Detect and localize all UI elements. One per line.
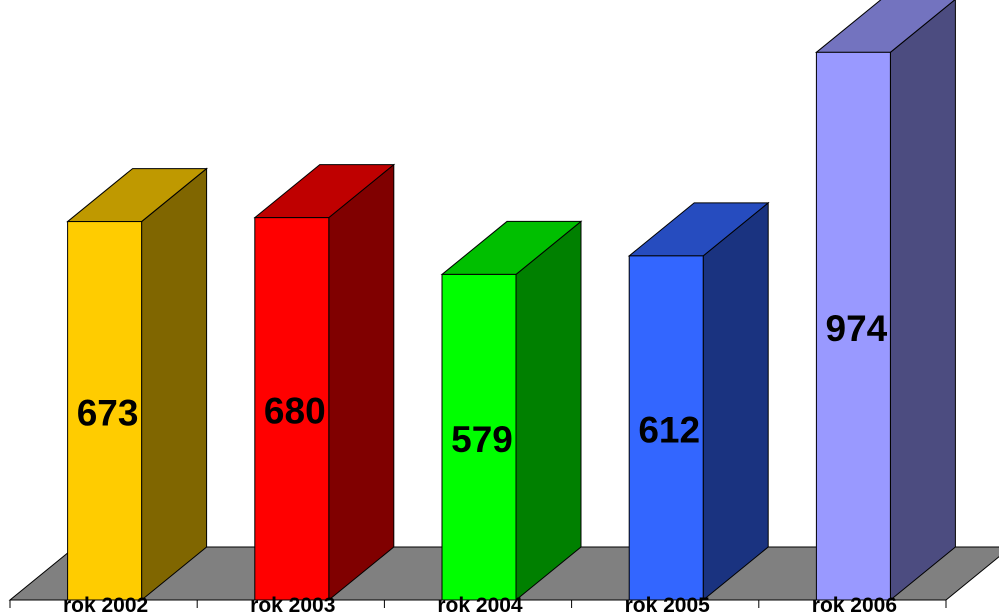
x-tick-label: rok 2004: [437, 594, 523, 615]
bar-3: [440, 220, 583, 602]
bar-side-face: [515, 220, 582, 602]
bar-side-face: [328, 163, 395, 602]
x-tick-label: rok 2006: [812, 594, 897, 615]
bar-front-face: [628, 255, 704, 601]
bar-value-label: 579: [451, 419, 513, 460]
bar-5: [814, 0, 956, 602]
bar-value-label: 612: [638, 410, 700, 451]
bar-2: [253, 163, 396, 602]
bar-side-face: [141, 167, 208, 602]
x-tick-label: rok 2003: [250, 594, 335, 615]
bar-front-face: [815, 51, 891, 601]
x-tick-label: rok 2002: [63, 594, 148, 615]
bar-front-face: [254, 217, 330, 601]
bar-4: [627, 201, 770, 602]
bar-1: [66, 167, 209, 602]
bar-value-label: 673: [77, 393, 139, 434]
bar-value-label: 680: [264, 391, 326, 432]
x-tick-label: rok 2005: [625, 594, 711, 615]
bar-side-face: [889, 0, 956, 602]
bar-value-label: 974: [826, 308, 888, 349]
bar-front-face: [441, 273, 517, 601]
bar-side-face: [702, 201, 769, 602]
bar-front-face: [67, 221, 143, 601]
